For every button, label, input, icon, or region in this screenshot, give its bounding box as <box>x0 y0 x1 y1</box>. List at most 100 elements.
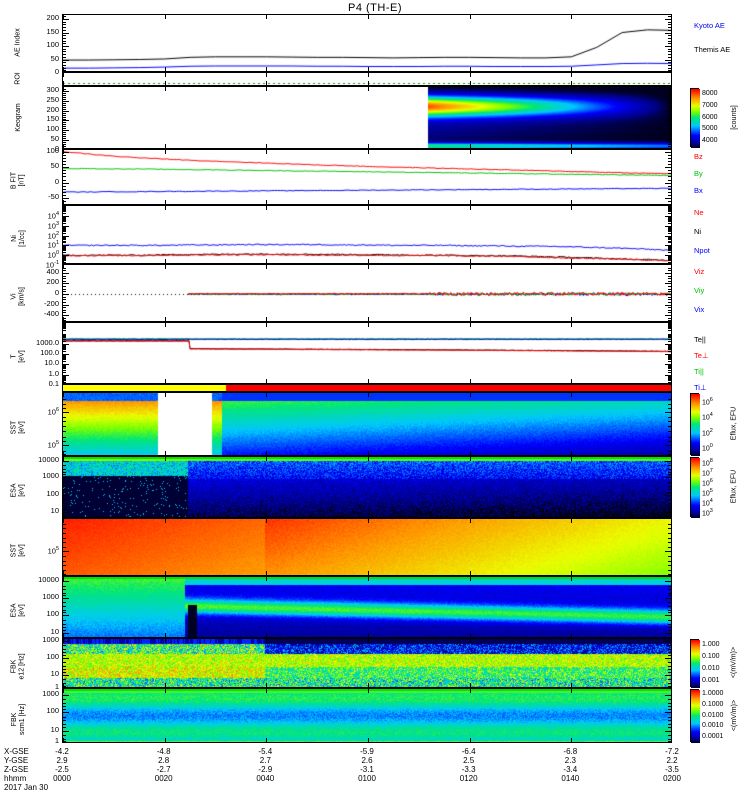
colorbar-unit: <(mV/m)> <box>730 699 738 731</box>
x-axis-tick <box>368 206 369 210</box>
x-axis-tick <box>368 259 369 263</box>
axis-tick <box>668 113 671 114</box>
x-axis-tick <box>63 73 64 77</box>
colorbar-gradient <box>691 394 700 456</box>
axis-tick <box>63 337 66 338</box>
axis-tick <box>63 130 69 131</box>
ni::tick0: 10-1 <box>45 260 59 270</box>
axis-tick <box>63 226 66 227</box>
axis-tick <box>665 633 671 634</box>
x-axis-tick <box>571 633 572 637</box>
axis-tick <box>63 499 66 500</box>
x-axis-tick <box>165 81 166 85</box>
axis-tick <box>63 620 66 621</box>
axis-tick <box>668 22 671 23</box>
axis-tick <box>668 465 671 466</box>
axis-row-label-xgse: X-GSE <box>4 747 29 756</box>
axis-tick <box>63 111 66 112</box>
x-axis-tick <box>165 379 166 383</box>
ni::tick1: 100 <box>47 250 59 260</box>
axis-tick <box>668 324 671 325</box>
keogram::tick6: 300 <box>46 84 59 94</box>
x-axis-tick <box>63 323 64 327</box>
esa-ion::tick0: 10000 <box>38 575 59 585</box>
axis-tick <box>63 167 66 168</box>
axis-tick <box>63 35 66 36</box>
axis-tick <box>63 495 69 496</box>
axis-tick <box>63 206 66 207</box>
axis-tick <box>63 358 66 359</box>
axis-tick <box>63 695 69 696</box>
axis-tick <box>63 365 66 366</box>
fbk-scm1::tick0: 1000 <box>42 688 59 698</box>
axis-tick <box>63 334 66 335</box>
axis-tick <box>668 260 671 261</box>
axis-tick <box>668 620 671 621</box>
axis-tick <box>63 294 69 295</box>
axis-tick <box>668 586 671 587</box>
axis-tick <box>63 507 66 508</box>
axis-tick <box>668 167 671 168</box>
axis-tick <box>668 201 671 202</box>
axis-tick <box>63 120 69 121</box>
x-axis-tick <box>165 633 166 637</box>
axis-tick <box>668 379 671 380</box>
axis-tick <box>665 495 671 496</box>
x-axis-tick <box>571 73 572 77</box>
axis-tick <box>668 46 671 47</box>
axis-tick-value: -2.9 <box>258 765 273 774</box>
x-axis-tick <box>63 689 64 693</box>
axis-tick-value: 2.2 <box>666 756 678 765</box>
axis-tick <box>63 482 66 483</box>
axis-tick <box>668 595 671 596</box>
axis-tick <box>668 70 671 71</box>
axis-tick <box>63 336 66 337</box>
axis-tick <box>63 377 66 378</box>
axis-tick <box>668 683 671 684</box>
plot-canvas <box>63 323 671 383</box>
axis-tick <box>665 412 671 413</box>
axis-tick <box>668 294 671 295</box>
axis-tick-value: 0100 <box>358 774 376 783</box>
axis-tick <box>668 249 671 250</box>
axis-tick <box>63 516 66 517</box>
axis-tick <box>63 356 66 357</box>
axis-tick <box>668 219 671 220</box>
colorbar-gradient <box>691 640 700 688</box>
x-axis-tick <box>266 144 267 148</box>
axis-tick <box>63 249 66 250</box>
axis-tick <box>63 211 66 212</box>
x-axis-tick <box>165 738 166 742</box>
axis-tick <box>63 727 66 728</box>
x-axis-tick <box>63 87 64 91</box>
axis-tick <box>63 49 66 50</box>
axis-tick <box>665 364 671 365</box>
axis-tick <box>668 366 671 367</box>
axis-tick <box>63 379 66 380</box>
colorbar-unit: [counts] <box>730 104 738 130</box>
axis-tick <box>63 144 66 145</box>
panel-ni <box>62 205 672 264</box>
axis-tick <box>63 68 66 69</box>
axis-tick <box>668 330 671 331</box>
colorbar-tick-label: 6000 <box>702 113 718 121</box>
axis-tick <box>63 645 66 646</box>
axis-tick <box>63 351 66 352</box>
axis-tick <box>63 720 66 721</box>
temperature::tick4: 1000.0 <box>36 337 59 347</box>
axis-tick <box>63 739 66 740</box>
x-axis-tick <box>368 150 369 154</box>
axis-tick <box>668 211 671 212</box>
axis-tick <box>63 246 66 247</box>
x-axis-tick <box>63 200 64 204</box>
axis-tick <box>668 242 671 243</box>
axis-tick <box>668 346 671 347</box>
axis-tick <box>668 180 671 181</box>
axis-tick <box>63 344 69 345</box>
axis-tick <box>63 19 69 20</box>
colorbar-tick-label: 0.1000 <box>702 700 724 708</box>
axis-tick <box>668 138 671 139</box>
x-axis-tick <box>63 67 64 71</box>
b-fit::tick3: 100 <box>46 145 59 155</box>
axis-tick <box>668 589 671 590</box>
